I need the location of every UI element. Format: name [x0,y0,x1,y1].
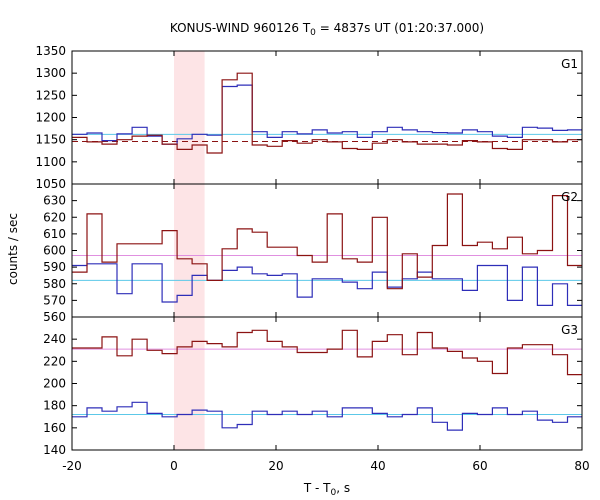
x-tick-label: 60 [472,459,487,473]
panel-frame [71,50,583,185]
x-tick-label: 0 [170,459,178,473]
series-histogram-line [72,193,582,290]
y-tick-label: 620 [43,210,66,224]
panel-frame [71,316,583,451]
y-tick-label: 1300 [35,66,66,80]
x-axis-label: T - T0, s [303,481,350,498]
y-tick-label: 590 [43,260,66,274]
y-tick-label: 180 [43,399,66,413]
y-tick-label: 1150 [35,133,66,147]
y-tick-label: 240 [43,332,66,346]
y-tick-label: 140 [43,443,66,457]
panel-label: G1 [561,57,578,71]
series-histogram-line [72,329,582,376]
y-tick-label: 1100 [35,155,66,169]
x-tick-label: 40 [370,459,385,473]
y-tick-label: 1200 [35,111,66,125]
y-tick-label: 560 [43,310,66,324]
y-tick-label: 160 [43,421,66,435]
y-tick-label: 220 [43,354,66,368]
series-histogram-line [72,72,582,154]
series-histogram-line [72,401,582,431]
y-tick-label: 200 [43,377,66,391]
series-histogram-line [72,263,582,306]
x-tick-label: 80 [574,459,589,473]
plot-area: G1 1350 1300 1250 1200 1150 1100 1050 G2 630 620 61… [35,44,589,473]
y-tick-label: 1050 [35,177,66,191]
x-tick-label: -20 [62,459,82,473]
chart-title: KONUS-WIND 960126 T0 = 4837s UT (01:20:3… [170,21,484,38]
y-tick-label: 610 [43,227,66,241]
y-tick-label: 630 [43,194,66,208]
y-axis-label: counts / sec [6,213,20,285]
panel-label: G3 [561,323,578,337]
burst-interval-highlight [174,51,205,450]
y-tick-label: 1350 [35,44,66,58]
y-tick-label: 580 [43,277,66,291]
y-tick-label: 570 [43,293,66,307]
y-tick-label: 1250 [35,88,66,102]
panel-label: G2 [561,190,578,204]
x-tick-label: 20 [268,459,283,473]
y-tick-label: 600 [43,244,66,258]
